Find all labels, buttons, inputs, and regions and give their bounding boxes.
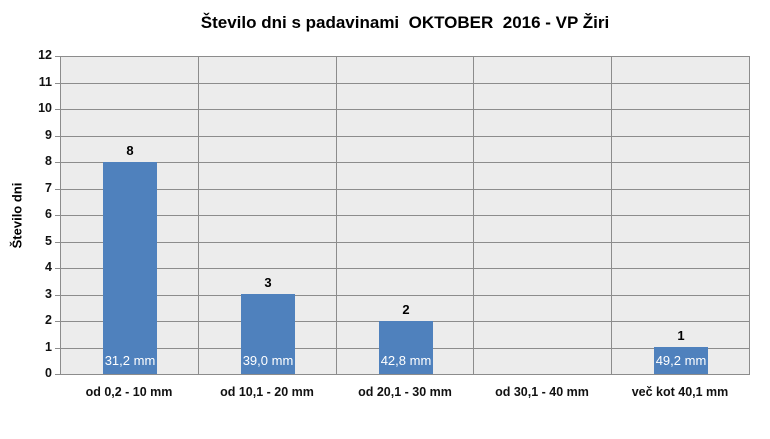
- gridline-v: [749, 56, 750, 374]
- y-tick-mark: [55, 56, 60, 57]
- y-tick-mark: [55, 374, 60, 375]
- y-tick-mark: [55, 348, 60, 349]
- bar-inner-label: 31,2 mm: [104, 353, 156, 368]
- y-tick-label: 4: [45, 260, 52, 274]
- gridline-h: [61, 82, 750, 84]
- y-tick-mark: [55, 268, 60, 269]
- x-tick-label: od 10,1 - 20 mm: [220, 385, 314, 399]
- plot-area: 8 31,2 mm 3 39,0 mm 2 42,8 mm 1 49,2 mm: [60, 56, 750, 375]
- bar-inner-label: 49,2 mm: [655, 353, 707, 368]
- y-tick-mark: [55, 83, 60, 84]
- chart-title: Število dni s padavinami OKTOBER 2016 - …: [200, 13, 610, 32]
- gridline-v: [336, 56, 337, 374]
- gridline-h: [61, 268, 750, 269]
- bar-value-label: 3: [264, 275, 272, 290]
- y-tick-mark: [55, 215, 60, 216]
- bar: [379, 321, 433, 374]
- y-tick-label: 3: [45, 287, 52, 301]
- y-tick-label: 7: [45, 181, 52, 195]
- x-tick-label: več kot 40,1 mm: [631, 385, 729, 399]
- bar: [654, 347, 708, 374]
- bar-value-label: 8: [126, 143, 134, 158]
- y-tick-mark: [55, 109, 60, 110]
- bar: [103, 162, 157, 374]
- y-tick-label: 9: [45, 128, 52, 142]
- y-tick-label: 5: [45, 234, 52, 248]
- y-tick-label: 10: [38, 101, 52, 115]
- gridline-h: [61, 56, 750, 57]
- y-tick-mark: [55, 136, 60, 137]
- y-tick-label: 11: [38, 75, 52, 89]
- bar-value-label: 1: [677, 328, 685, 343]
- x-tick-label: od 0,2 - 10 mm: [85, 385, 173, 399]
- y-tick-label: 1: [45, 340, 52, 354]
- gridline-h: [61, 294, 750, 296]
- bar: [241, 294, 295, 374]
- y-tick-mark: [55, 242, 60, 243]
- y-tick-label: 2: [45, 313, 52, 327]
- y-tick-label: 8: [45, 154, 52, 168]
- bar-inner-label: 39,0 mm: [242, 353, 294, 368]
- gridline-h: [61, 162, 750, 163]
- y-tick-mark: [55, 321, 60, 322]
- y-tick-label: 6: [45, 207, 52, 221]
- x-tick-label: od 20,1 - 30 mm: [358, 385, 452, 399]
- y-tick-label: 0: [45, 366, 52, 380]
- bar-inner-label: 42,8 mm: [380, 353, 432, 368]
- y-tick-label: 12: [38, 48, 52, 62]
- gridline-h: [61, 215, 750, 216]
- gridline-v: [473, 56, 474, 374]
- gridline-v: [611, 56, 612, 374]
- y-tick-mark: [55, 295, 60, 296]
- gridline-h: [61, 241, 750, 243]
- gridline-v: [198, 56, 199, 374]
- gridline-h: [61, 109, 750, 110]
- y-tick-mark: [55, 162, 60, 163]
- y-tick-mark: [55, 189, 60, 190]
- gridline-h: [61, 135, 750, 137]
- bar-value-label: 2: [402, 302, 410, 317]
- gridline-h: [61, 188, 750, 190]
- x-tick-label: od 30,1 - 40 mm: [495, 385, 589, 399]
